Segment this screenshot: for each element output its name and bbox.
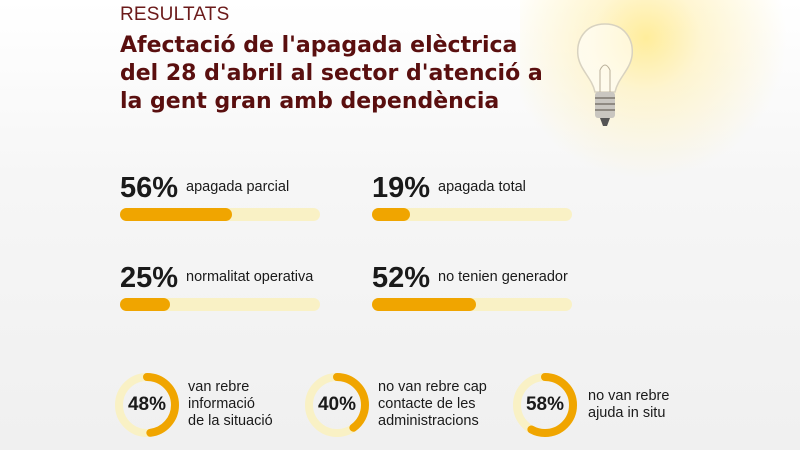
donut-label-line: contacte de les xyxy=(378,396,476,412)
donut-label-line: de la situació xyxy=(188,413,273,429)
donut-label: van rebre informació de la situació xyxy=(188,379,328,430)
donut-label: no van rebre cap contacte de les administr… xyxy=(378,379,518,430)
stat-value: 56% xyxy=(120,172,179,204)
stat-label: apagada parcial xyxy=(186,179,290,195)
progress-fill xyxy=(120,208,232,221)
donut-arc xyxy=(115,373,179,437)
stat-label: no tenien generador xyxy=(438,269,568,285)
donut-arc xyxy=(513,373,577,437)
progress-fill xyxy=(372,298,476,311)
stat-value: 25% xyxy=(120,262,179,294)
page-title: Afectació de l'apagada elèctrica del 28 … xyxy=(120,33,543,114)
donut-label-line: informació xyxy=(188,396,255,412)
stat-label: normalitat operativa xyxy=(186,269,314,285)
stat-label: apagada total xyxy=(438,179,526,195)
donut-chart: 58% xyxy=(510,370,580,440)
progress-fill xyxy=(372,208,410,221)
donut-chart: 40% xyxy=(302,370,372,440)
donut-arc xyxy=(305,373,369,437)
donut-label-line: no van rebre xyxy=(588,388,670,404)
stat-value: 19% xyxy=(372,172,431,204)
donut-label-line: van rebre xyxy=(188,379,250,395)
progress-track xyxy=(372,208,572,221)
donut-label-line: ajuda in situ xyxy=(588,405,666,421)
progress-track xyxy=(120,208,320,221)
donut-value: 48% xyxy=(127,394,167,415)
donut-label: no van rebre ajuda in situ xyxy=(588,388,728,422)
donut-value: 40% xyxy=(317,394,357,415)
progress-track xyxy=(372,298,572,311)
stat-value: 52% xyxy=(372,262,431,294)
progress-track xyxy=(120,298,320,311)
donut-chart: 48% xyxy=(112,370,182,440)
lightbulb-icon xyxy=(577,23,633,126)
progress-fill xyxy=(120,298,170,311)
donut-label-line: administracions xyxy=(378,413,479,429)
light-glow xyxy=(520,0,800,190)
donut-value: 58% xyxy=(525,394,565,415)
donut-label-line: no van rebre cap xyxy=(378,379,487,395)
section-kicker: RESULTATS xyxy=(120,4,230,25)
